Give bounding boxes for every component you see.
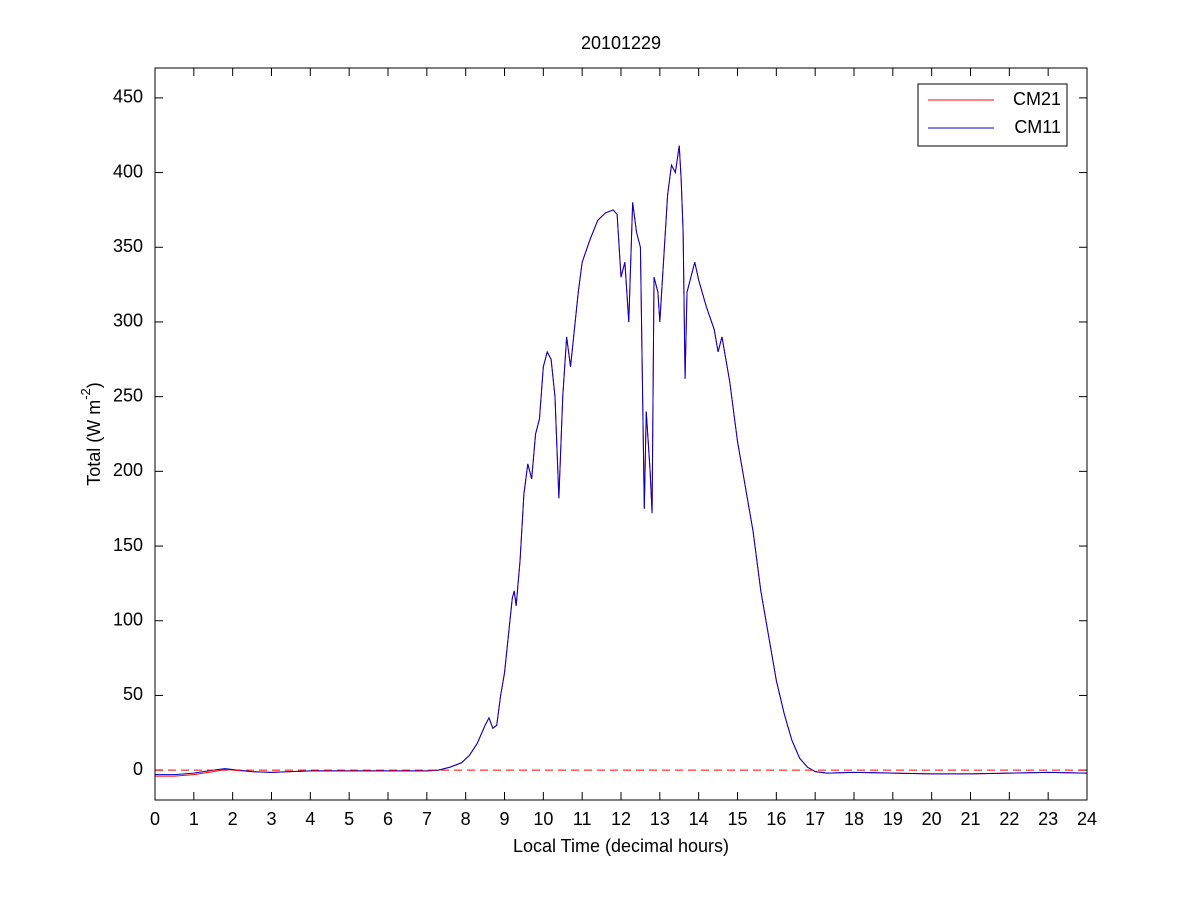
legend-label: CM11	[1014, 117, 1061, 137]
x-tick-label: 6	[383, 809, 393, 829]
y-tick-label: 350	[113, 236, 143, 256]
x-tick-label: 21	[960, 809, 980, 829]
y-tick-label: 400	[113, 161, 143, 181]
x-tick-label: 14	[689, 809, 709, 829]
x-tick-label: 13	[650, 809, 670, 829]
y-tick-label: 50	[123, 684, 143, 704]
x-tick-label: 1	[189, 809, 199, 829]
x-tick-label: 22	[999, 809, 1019, 829]
x-tick-label: 4	[305, 809, 315, 829]
y-axis-label: Total (W m-2)	[78, 382, 103, 486]
y-tick-label: 0	[133, 759, 143, 779]
x-tick-label: 17	[805, 809, 825, 829]
x-tick-label: 5	[344, 809, 354, 829]
x-tick-label: 0	[150, 809, 160, 829]
y-tick-label: 150	[113, 535, 143, 555]
y-tick-label: 300	[113, 311, 143, 331]
x-tick-label: 2	[228, 809, 238, 829]
x-tick-label: 12	[611, 809, 631, 829]
x-tick-label: 24	[1077, 809, 1097, 829]
y-tick-label: 250	[113, 385, 143, 405]
y-label-base: Total (W m	[84, 400, 104, 486]
x-tick-label: 3	[266, 809, 276, 829]
x-tick-label: 23	[1038, 809, 1058, 829]
x-tick-label: 8	[461, 809, 471, 829]
y-label-sup: -2	[78, 388, 93, 400]
legend-label: CM21	[1013, 89, 1061, 109]
legend-box	[917, 83, 1068, 147]
x-tick-label: 20	[922, 809, 942, 829]
x-tick-label: 7	[422, 809, 432, 829]
axes-box	[154, 67, 1088, 801]
y-tick-label: 200	[113, 460, 143, 480]
x-tick-label: 19	[883, 809, 903, 829]
x-tick-label: 18	[844, 809, 864, 829]
x-axis-label: Local Time (decimal hours)	[513, 836, 729, 856]
x-tick-label: 11	[573, 809, 592, 829]
x-tick-label: 9	[499, 809, 509, 829]
x-tick-label: 10	[533, 809, 553, 829]
x-tick-label: 16	[766, 809, 786, 829]
y-tick-label: 450	[113, 87, 143, 107]
series-line	[155, 145, 1088, 776]
y-tick-label: 100	[113, 609, 143, 629]
plot-area	[155, 68, 1087, 800]
chart-title: 20101229	[581, 33, 661, 53]
x-tick-label: 15	[727, 809, 747, 829]
y-label-tail: )	[84, 382, 104, 388]
